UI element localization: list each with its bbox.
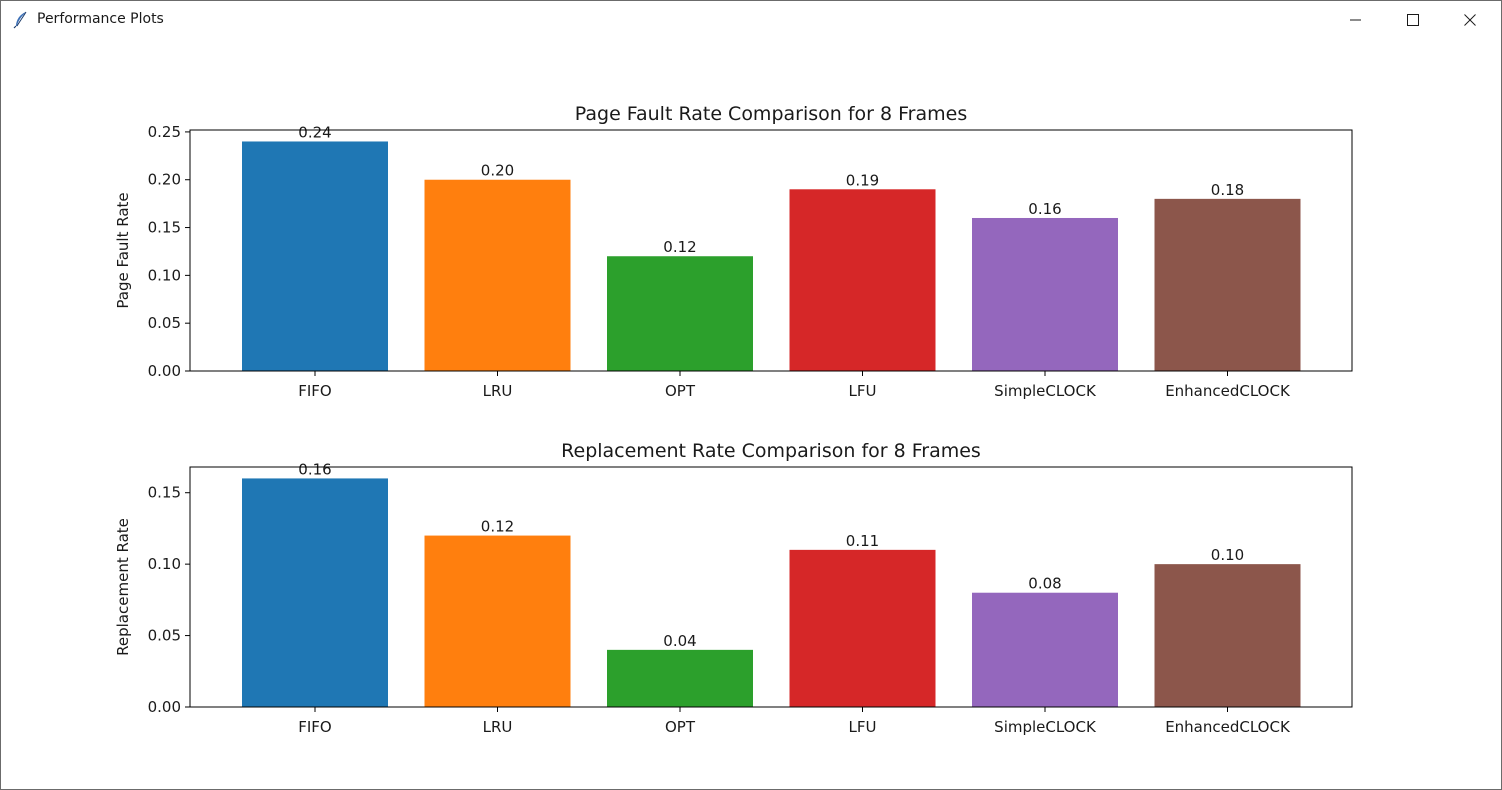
title-bar[interactable]: Performance Plots xyxy=(1,1,1501,39)
data-label: 0.08 xyxy=(1028,575,1061,593)
bar-fifo xyxy=(242,478,388,707)
x-tick-label: SimpleCLOCK xyxy=(994,382,1097,400)
y-tick-label: 0.00 xyxy=(148,698,181,716)
x-tick-label: OPT xyxy=(665,382,696,400)
x-tick-label: EnhancedCLOCK xyxy=(1165,718,1291,736)
x-tick-label: LFU xyxy=(849,718,877,736)
y-tick-label: 0.05 xyxy=(148,627,181,645)
axes-frame xyxy=(189,129,1353,372)
bar-lru xyxy=(424,179,571,371)
window-title: Performance Plots xyxy=(37,11,164,27)
close-icon xyxy=(1464,14,1476,26)
bar-enhancedclock xyxy=(1154,564,1301,707)
bar-enhancedclock xyxy=(1154,198,1301,371)
axes-frame xyxy=(189,466,1353,708)
x-tick-label: FIFO xyxy=(298,718,332,736)
data-label: 0.12 xyxy=(663,238,696,256)
y-tick-label: 0.10 xyxy=(148,266,181,284)
data-label: 0.16 xyxy=(298,460,331,478)
y-tick-label: 0.10 xyxy=(148,555,181,573)
chart-title: Page Fault Rate Comparison for 8 Frames xyxy=(575,103,967,125)
data-label: 0.19 xyxy=(846,171,879,189)
y-axis-label: Page Fault Rate xyxy=(114,192,132,308)
bar-fifo xyxy=(242,141,388,371)
bar-lru xyxy=(424,535,571,707)
x-tick-label: OPT xyxy=(665,718,696,736)
data-label: 0.24 xyxy=(298,123,331,141)
y-tick-label: 0.25 xyxy=(148,123,181,141)
maximize-button[interactable] xyxy=(1385,1,1441,39)
data-label: 0.12 xyxy=(481,518,514,536)
x-tick-label: LFU xyxy=(849,382,877,400)
bar-opt xyxy=(607,649,753,707)
data-label: 0.20 xyxy=(481,162,514,180)
x-tick-label: EnhancedCLOCK xyxy=(1165,382,1291,400)
y-tick-label: 0.15 xyxy=(148,484,181,502)
x-tick-label: LRU xyxy=(483,718,513,736)
bar-opt xyxy=(607,256,753,371)
data-label: 0.16 xyxy=(1028,200,1061,218)
x-tick-label: FIFO xyxy=(298,382,332,400)
plots-canvas: 0.24 FIFO 0.20 LRU 0.12 OPT 0.19 LFU 0.16 SimpleC… xyxy=(114,103,1353,736)
bar-simpleclock xyxy=(972,592,1118,707)
data-label: 0.18 xyxy=(1211,181,1244,199)
bar-lfu xyxy=(789,549,936,707)
minimize-icon xyxy=(1350,14,1362,26)
feather-icon xyxy=(13,11,29,29)
close-button[interactable] xyxy=(1442,1,1498,39)
y-tick-label: 0.05 xyxy=(148,314,181,332)
y-axis-label: Replacement Rate xyxy=(114,518,132,656)
minimize-button[interactable] xyxy=(1328,1,1384,39)
data-label: 0.04 xyxy=(663,632,696,650)
chart-title: Replacement Rate Comparison for 8 Frames xyxy=(561,440,981,462)
data-label: 0.10 xyxy=(1211,546,1244,564)
y-tick-label: 0.15 xyxy=(148,219,181,237)
plot-figure: 0.24 FIFO 0.20 LRU 0.12 OPT 0.19 LFU 0.16 SimpleC… xyxy=(1,39,1501,789)
bar-lfu xyxy=(789,189,936,371)
x-tick-label: LRU xyxy=(483,382,513,400)
y-tick-label: 0.20 xyxy=(148,171,181,189)
bar-simpleclock xyxy=(972,217,1118,371)
maximize-icon xyxy=(1407,14,1419,26)
data-label: 0.11 xyxy=(846,532,879,550)
y-tick-label: 0.00 xyxy=(148,362,181,380)
x-tick-label: SimpleCLOCK xyxy=(994,718,1097,736)
